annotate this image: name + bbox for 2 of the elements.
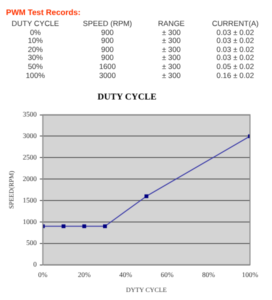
chart-title: DUTY CYCLE <box>98 92 156 102</box>
text: PWM Test Records: <box>6 8 81 17</box>
